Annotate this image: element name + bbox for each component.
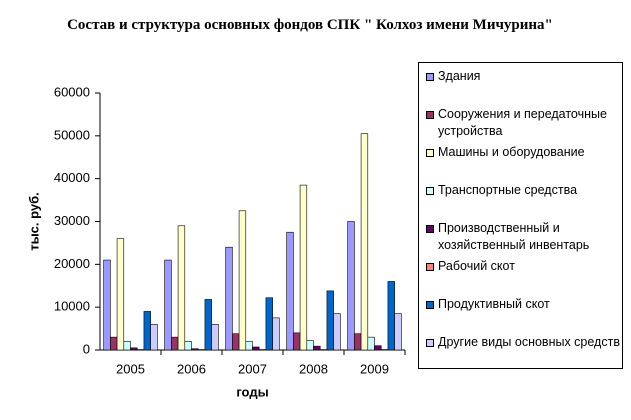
legend-swatch (426, 301, 434, 309)
legend-label: Продуктивный скот (438, 297, 550, 311)
bar (394, 313, 402, 351)
bar (367, 336, 375, 351)
legend-label: Здания (438, 69, 481, 83)
legend-label: Машины и оборудование (438, 145, 585, 159)
bar (177, 225, 186, 351)
bar (306, 340, 314, 351)
legend-label: Рабочий скот (438, 259, 515, 273)
bar (123, 341, 131, 351)
x-tick-label: 2008 (299, 361, 328, 376)
bar (103, 259, 111, 351)
legend-label: Производственный и хозяйственный инвента… (438, 221, 590, 252)
bar (150, 323, 158, 351)
bar (238, 210, 247, 351)
y-axis-title: тыс. руб. (26, 192, 41, 251)
bar (164, 259, 172, 351)
x-tick-label: 2005 (116, 361, 145, 376)
y-tick-label: 20000 (54, 256, 90, 271)
legend-label: Другие виды основных средств (438, 335, 620, 349)
bar (225, 246, 233, 351)
bar (245, 341, 253, 351)
y-tick-label: 30000 (54, 213, 90, 228)
legend-label: Транспортные средства (438, 183, 578, 197)
bar (313, 345, 321, 351)
legend-swatch (426, 187, 434, 195)
legend-swatch (426, 225, 434, 233)
chart-title: Состав и структура основных фондов СПК "… (67, 17, 553, 33)
bar (387, 281, 395, 351)
x-tick-label: 2007 (238, 361, 267, 376)
x-tick-label: 2009 (360, 361, 389, 376)
bar (293, 332, 301, 351)
bar (116, 238, 125, 351)
bar (204, 299, 212, 351)
y-tick-label: 0 (83, 341, 90, 356)
bar (252, 346, 260, 351)
legend-swatch (426, 339, 434, 347)
bar (333, 313, 341, 351)
legend-swatch (426, 73, 434, 81)
bar (374, 345, 382, 351)
bar (299, 184, 308, 351)
legend-swatch (426, 111, 434, 119)
x-tick-label: 2006 (177, 361, 206, 376)
bar (191, 348, 199, 351)
bar (347, 221, 355, 351)
bar (184, 341, 192, 351)
legend-swatch (426, 263, 434, 271)
bar (232, 333, 240, 351)
bar (110, 336, 118, 351)
legend-swatch (426, 149, 434, 157)
bar (286, 231, 294, 351)
bar (272, 317, 280, 351)
x-axis-title: годы (236, 384, 268, 399)
bar (130, 347, 138, 351)
legend: Здания Сооружения и передаточные устройст… (418, 62, 623, 369)
bar (360, 133, 369, 351)
bar (211, 323, 219, 351)
bar (326, 290, 334, 351)
y-tick-label: 50000 (54, 127, 90, 142)
y-tick-label: 40000 (54, 170, 90, 185)
y-tick-label: 60000 (54, 84, 90, 99)
bar (265, 297, 273, 351)
y-tick-label: 10000 (54, 299, 90, 314)
bar (143, 311, 151, 351)
bar (354, 333, 362, 351)
legend-label: Сооружения и передаточные устройства (438, 107, 607, 138)
bar (171, 336, 179, 351)
